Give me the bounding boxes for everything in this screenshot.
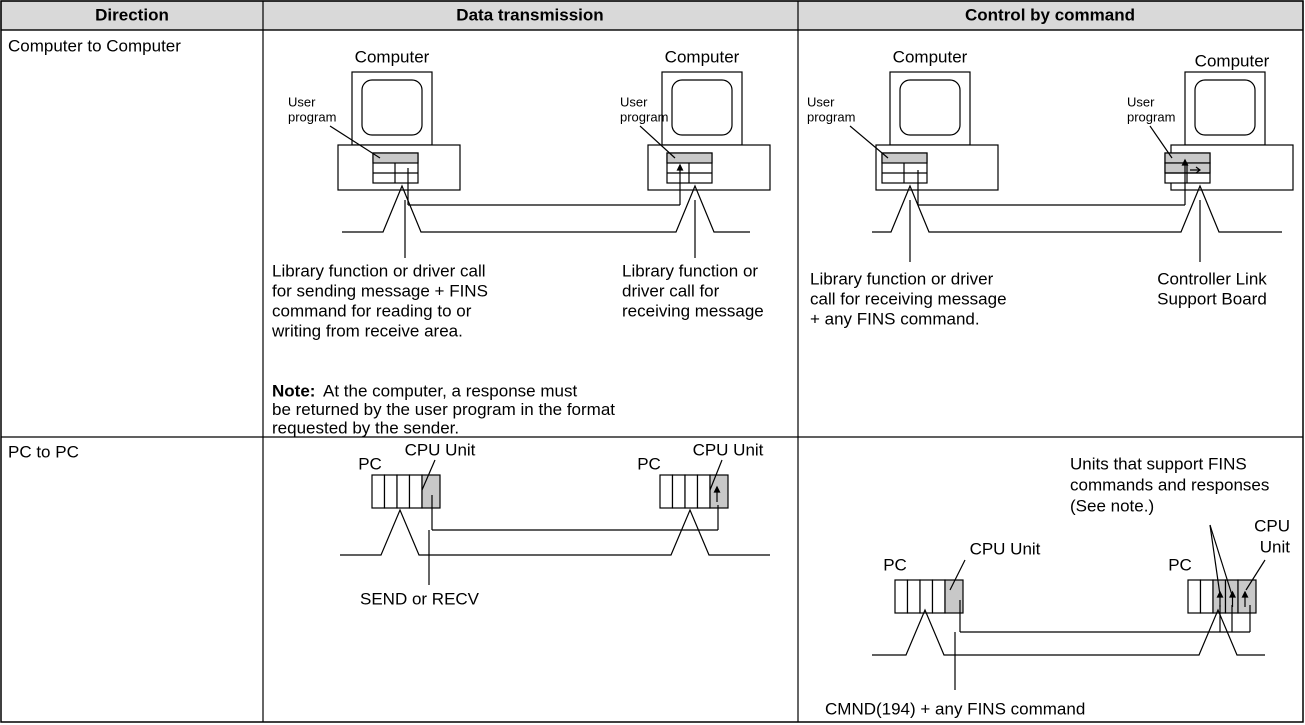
label: User xyxy=(288,94,316,109)
shape xyxy=(671,474,686,509)
network-line xyxy=(872,608,1265,656)
callout: CMND(194) + any FINS command xyxy=(825,699,1085,718)
arrow-head xyxy=(713,485,721,493)
connector xyxy=(639,125,676,159)
callout: Controller Link xyxy=(1157,269,1267,288)
cpu-label: CPU xyxy=(1254,516,1290,535)
connector xyxy=(329,125,381,159)
callout: Support Board xyxy=(1157,289,1267,308)
callout: command for reading to or xyxy=(272,301,472,320)
label: program xyxy=(288,109,336,124)
connector xyxy=(849,125,889,159)
pc-label: PC xyxy=(358,454,382,473)
shape xyxy=(931,579,946,614)
label: User xyxy=(620,94,648,109)
shape xyxy=(371,474,386,509)
shape xyxy=(1199,579,1214,614)
shape xyxy=(919,579,934,614)
shape xyxy=(659,474,674,509)
cpu-label: CPU Unit xyxy=(970,539,1041,558)
arrow-head xyxy=(1190,166,1201,174)
computer-label: Computer xyxy=(665,47,740,66)
shape xyxy=(671,79,733,136)
cpu-label: CPU Unit xyxy=(693,440,764,459)
shape xyxy=(1194,79,1256,136)
callout: driver call for xyxy=(622,281,720,300)
column-header: Data transmission xyxy=(456,5,603,24)
pc-label: PC xyxy=(1168,555,1192,574)
shape xyxy=(684,474,699,509)
pc-label: PC xyxy=(637,454,661,473)
cpu-label: CPU Unit xyxy=(405,440,476,459)
note-text: requested by the sender. xyxy=(272,418,459,437)
shape xyxy=(396,474,411,509)
callout: call for receiving message xyxy=(810,289,1007,308)
callout: writing from receive area. xyxy=(271,321,463,340)
label: User xyxy=(1127,94,1155,109)
note-text: At the computer, a response must xyxy=(323,381,577,400)
row-header: PC to PC xyxy=(8,442,79,461)
shape xyxy=(383,474,398,509)
connector xyxy=(1149,125,1173,159)
units-note: Units that support FINS xyxy=(1070,454,1247,473)
units-note: (See note.) xyxy=(1070,496,1154,515)
network-line xyxy=(872,184,1282,233)
callout: for sending message + FINS xyxy=(272,281,488,300)
shape xyxy=(881,152,928,164)
connector xyxy=(421,459,436,491)
shape xyxy=(1187,579,1202,614)
network-line xyxy=(340,508,770,556)
column-header: Control by command xyxy=(965,5,1135,24)
shape xyxy=(906,579,921,614)
shape xyxy=(944,579,964,614)
note-label: Note: xyxy=(272,381,315,400)
computer-label: Computer xyxy=(1195,51,1270,70)
shape xyxy=(696,474,711,509)
callout: Library function or driver call xyxy=(272,261,486,280)
column-header: Direction xyxy=(95,5,169,24)
pc-label: PC xyxy=(883,555,907,574)
label: program xyxy=(1127,109,1175,124)
computer-label: Computer xyxy=(355,47,430,66)
callout: Library function or xyxy=(622,261,758,280)
label: User xyxy=(807,94,835,109)
network-line xyxy=(342,184,750,233)
connector xyxy=(949,559,966,591)
shape xyxy=(421,474,441,509)
callout: + any FINS command. xyxy=(810,309,980,328)
shape xyxy=(408,474,423,509)
label: program xyxy=(620,109,668,124)
note-text: be returned by the user program in the f… xyxy=(272,400,615,419)
computer-label: Computer xyxy=(893,47,968,66)
arrow-head xyxy=(676,163,684,171)
shape xyxy=(899,79,961,136)
row-header: Computer to Computer xyxy=(8,36,181,55)
label: program xyxy=(807,109,855,124)
callout: Library function or driver xyxy=(810,269,994,288)
header-bg xyxy=(0,0,1304,31)
connector xyxy=(1209,524,1221,596)
arrow-head xyxy=(1241,590,1249,598)
shape xyxy=(666,152,713,164)
shape xyxy=(894,579,909,614)
shape xyxy=(361,79,423,136)
cpu-label: Unit xyxy=(1260,537,1291,556)
connector xyxy=(1209,524,1233,596)
callout: SEND or RECV xyxy=(360,589,480,608)
connector xyxy=(709,459,723,491)
arrow-head xyxy=(1181,158,1189,166)
connector xyxy=(1245,559,1266,591)
callout: receiving message xyxy=(622,301,764,320)
units-note: commands and responses xyxy=(1070,475,1269,494)
